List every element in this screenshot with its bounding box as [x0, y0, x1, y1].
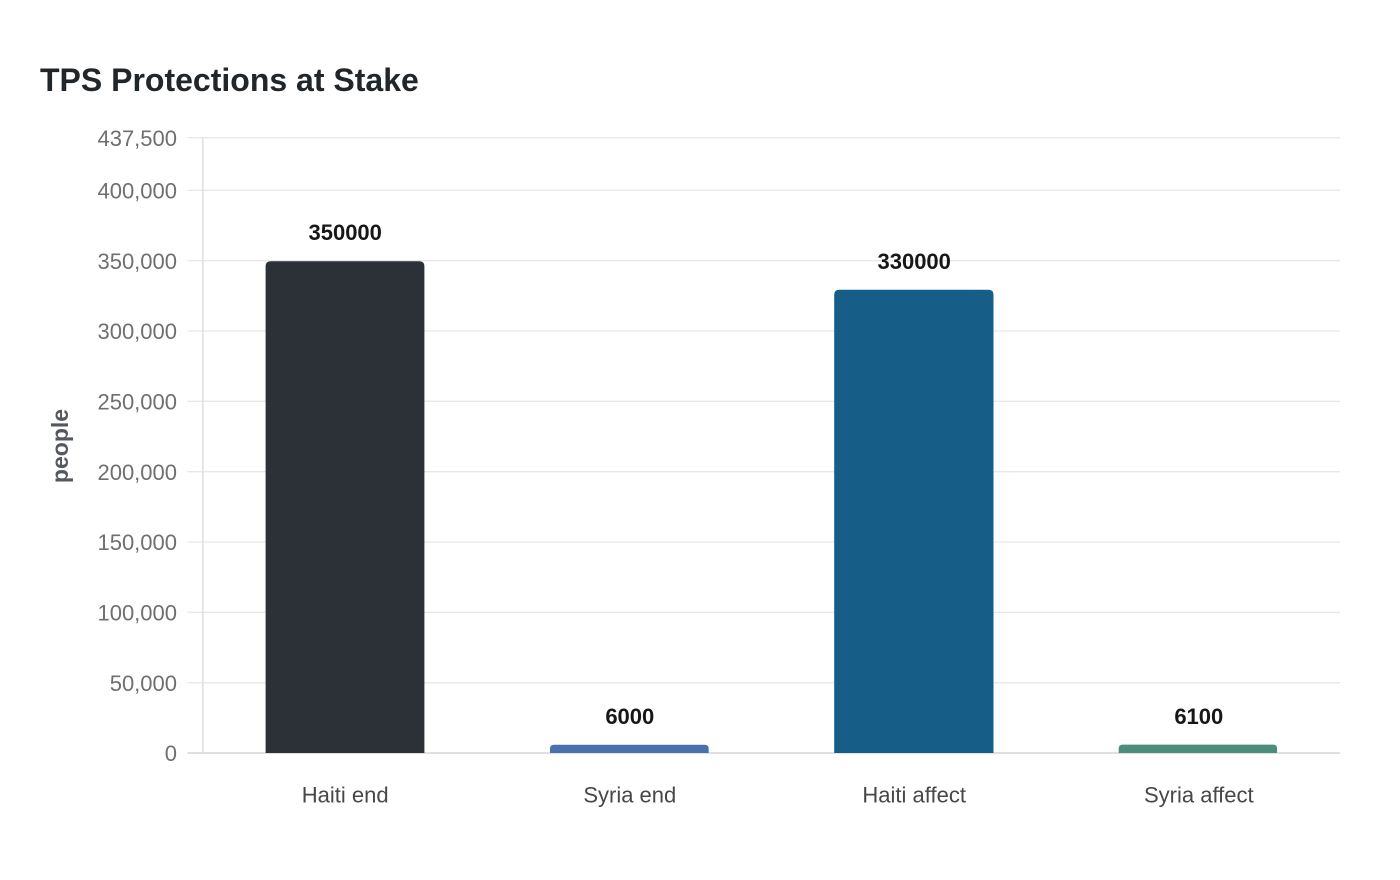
svg-text:Haiti affect: Haiti affect: [862, 782, 966, 807]
svg-text:Syria end: Syria end: [583, 782, 676, 807]
svg-text:Syria affect: Syria affect: [1144, 782, 1254, 807]
svg-text:people: people: [47, 409, 73, 483]
svg-text:350000: 350000: [308, 220, 381, 245]
svg-text:6000: 6000: [605, 704, 654, 729]
svg-text:437,500: 437,500: [97, 126, 177, 151]
svg-text:150,000: 150,000: [97, 530, 177, 555]
svg-text:200,000: 200,000: [97, 460, 177, 485]
svg-text:100,000: 100,000: [97, 601, 177, 626]
svg-text:50,000: 50,000: [110, 671, 177, 696]
svg-text:0: 0: [165, 741, 177, 766]
svg-text:400,000: 400,000: [97, 179, 177, 204]
svg-text:TPS Protections at Stake: TPS Protections at Stake: [40, 62, 419, 98]
svg-text:350,000: 350,000: [97, 249, 177, 274]
svg-text:Haiti end: Haiti end: [302, 782, 389, 807]
svg-text:6100: 6100: [1174, 704, 1223, 729]
svg-text:330000: 330000: [877, 249, 950, 274]
svg-text:300,000: 300,000: [97, 319, 177, 344]
svg-text:250,000: 250,000: [97, 390, 177, 415]
